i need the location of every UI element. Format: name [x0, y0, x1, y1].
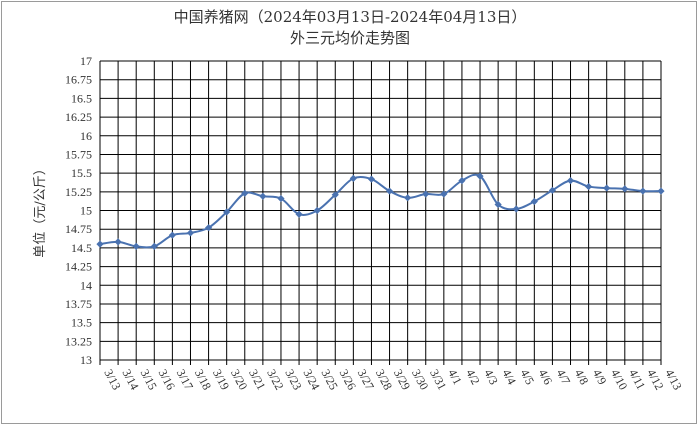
x-tick-label: 4/4: [499, 367, 519, 387]
y-tick-label: 13.75: [65, 297, 92, 311]
y-tick-label: 14.75: [65, 222, 92, 236]
x-tick-label: 3/14: [119, 367, 141, 392]
y-tick-label: 17: [80, 54, 92, 68]
data-point: [277, 194, 285, 203]
gridlines: [99, 60, 662, 365]
x-tick-label: 4/5: [518, 367, 538, 387]
data-point: [476, 172, 484, 180]
x-tick-label: 4/6: [536, 367, 556, 387]
x-tick-label: 4/10: [608, 367, 630, 392]
x-tick-label: 4/8: [572, 367, 592, 387]
x-tick-label: 3/19: [210, 367, 232, 392]
data-point: [585, 182, 593, 191]
x-tick-label: 4/2: [463, 367, 483, 387]
x-tick-label: 4/11: [626, 367, 648, 392]
x-tick-label: 4/3: [481, 367, 501, 387]
y-tick-label: 15.5: [71, 166, 92, 180]
data-point: [331, 191, 339, 199]
data-point: [96, 240, 104, 248]
x-tick-label: 4/13: [662, 367, 684, 392]
y-tick-label: 16.5: [71, 91, 92, 105]
x-tick-label: 3/21: [246, 367, 268, 392]
data-point: [259, 192, 267, 200]
x-tick-label: 3/20: [228, 367, 250, 392]
x-tick-label: 4/12: [644, 367, 666, 392]
y-tick-label: 13.5: [71, 316, 92, 330]
data-point: [223, 208, 231, 216]
data-point: [186, 229, 195, 237]
data-point: [313, 206, 321, 215]
data-point: [404, 194, 412, 202]
x-tick-label: 3/13: [101, 367, 123, 392]
x-tick-label: 3/15: [138, 367, 160, 392]
y-tick-label: 14.25: [65, 260, 92, 274]
y-tick-label: 15: [80, 204, 92, 218]
x-tick-label: 3/27: [355, 367, 377, 392]
y-tick-label: 13.25: [65, 334, 92, 348]
data-point: [512, 205, 520, 213]
data-point: [150, 242, 158, 250]
data-point: [295, 210, 303, 218]
chart-title: 中国养猪网（2024年03月13日-2024年04月13日）: [173, 8, 527, 26]
y-tick-label: 14.5: [71, 241, 92, 255]
data-point: [548, 186, 557, 194]
y-tick-label: 16: [80, 129, 92, 143]
x-tick-label: 3/18: [192, 367, 214, 392]
data-point: [132, 242, 140, 250]
data-point: [440, 190, 448, 198]
data-point: [422, 190, 430, 198]
data-point: [458, 177, 466, 185]
x-tick-label: 3/30: [409, 367, 431, 392]
x-tick-label: 3/28: [373, 367, 395, 392]
y-tick-label: 15.75: [65, 147, 92, 161]
data-point: [168, 231, 176, 239]
data-point: [349, 174, 357, 182]
x-tick-label: 3/25: [319, 367, 341, 392]
x-tick-label: 3/22: [264, 367, 286, 392]
y-tick-label: 16.75: [65, 73, 92, 87]
data-point: [204, 224, 213, 232]
series-line: [99, 173, 662, 249]
data-point: [639, 187, 647, 195]
x-tick-label: 3/29: [391, 367, 413, 392]
y-tick-label: 15.25: [65, 185, 92, 199]
data-point: [385, 187, 394, 195]
x-tick-label: 3/17: [174, 367, 196, 392]
x-tick-label: 3/31: [427, 367, 449, 392]
data-point: [114, 238, 122, 246]
data-point: [566, 177, 575, 185]
x-tick-label: 3/26: [337, 367, 359, 392]
y-axis-ticks: 13 13.25 13.5 13.75 14 14.25 14.5 14.75 15 15.25 1…: [65, 54, 92, 367]
x-tick-label: 3/23: [282, 367, 304, 392]
y-tick-label: 14: [80, 278, 92, 292]
y-tick-label: 13: [80, 353, 92, 367]
data-point: [621, 185, 629, 193]
x-axis-ticks: 3/133/143/153/163/173/183/193/203/213/22…: [101, 367, 684, 392]
data-point: [657, 187, 665, 195]
data-point: [603, 184, 611, 192]
x-tick-label: 4/1: [445, 367, 465, 387]
data-point: [367, 175, 376, 183]
x-tick-label: 3/16: [156, 367, 178, 392]
data-point: [494, 200, 502, 209]
x-tick-label: 3/24: [300, 367, 322, 392]
data-point: [530, 197, 538, 206]
x-tick-label: 4/9: [590, 367, 610, 387]
series-points: [96, 172, 665, 250]
x-tick-label: 4/7: [554, 367, 574, 387]
chart-subtitle: 外三元均价走势图: [289, 29, 410, 47]
y-axis-label: 单位（元/公斤）: [33, 162, 48, 257]
data-point: [241, 189, 249, 197]
y-tick-label: 16.25: [65, 110, 92, 124]
